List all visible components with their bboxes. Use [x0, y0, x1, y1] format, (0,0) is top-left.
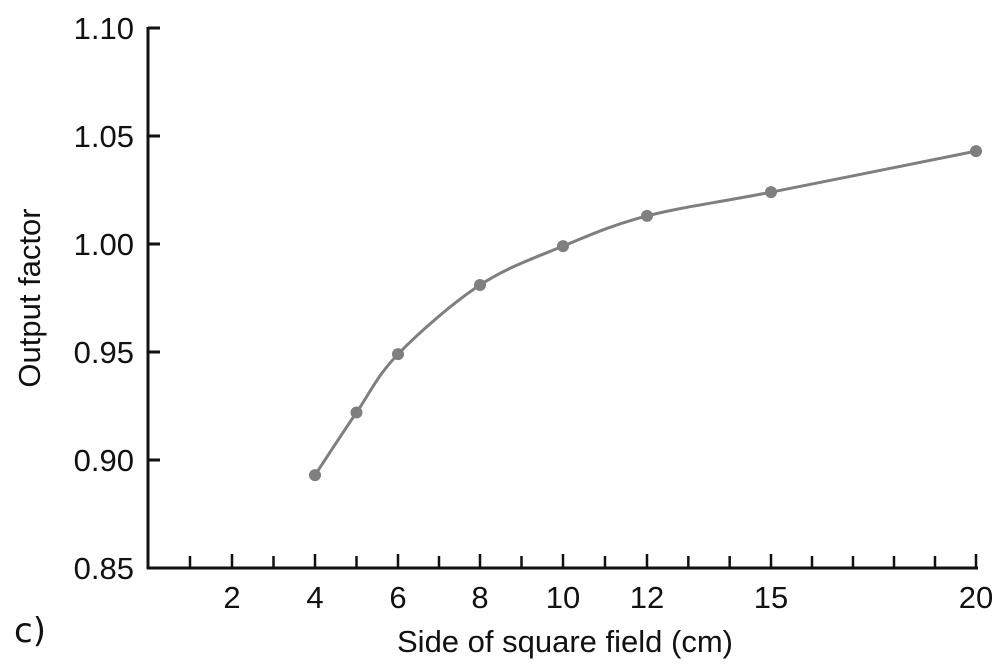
data-point	[557, 240, 569, 253]
series-line	[313, 149, 977, 476]
chart-axes	[146, 27, 978, 570]
x-tick-label: 20	[959, 580, 993, 615]
data-point	[970, 145, 982, 158]
data-point	[474, 279, 486, 292]
x-axis-label: Side of square field (cm)	[397, 624, 733, 659]
data-point	[350, 406, 363, 419]
y-tick-label: 1.10	[74, 11, 134, 46]
y-tick-label: 0.90	[74, 443, 134, 478]
y-tick-label: 1.05	[74, 119, 134, 154]
data-point	[765, 186, 777, 199]
x-tick-label: 12	[630, 580, 664, 615]
x-tick-label: 8	[471, 580, 488, 615]
y-tick-label: 1.00	[74, 227, 134, 262]
data-point	[309, 469, 321, 482]
series-points	[309, 145, 982, 482]
x-tick-label: 10	[546, 580, 580, 615]
x-tick-label: 4	[306, 580, 323, 615]
x-tick-label: 15	[754, 580, 788, 615]
chart-tick-labels: 0.85 0.90 0.95 1.00 1.05 1.10 2 4 6 8 10 12 15 20	[74, 11, 994, 615]
y-tick-label: 0.85	[74, 551, 134, 586]
y-axis-label: Output factor	[12, 208, 47, 387]
data-point	[641, 209, 653, 222]
x-tick-label: 6	[389, 580, 406, 615]
data-point	[392, 348, 404, 361]
x-tick-label: 2	[223, 580, 240, 615]
panel-label: c)	[14, 611, 46, 651]
chart-ticks	[148, 26, 978, 570]
y-tick-label: 0.95	[74, 335, 134, 370]
